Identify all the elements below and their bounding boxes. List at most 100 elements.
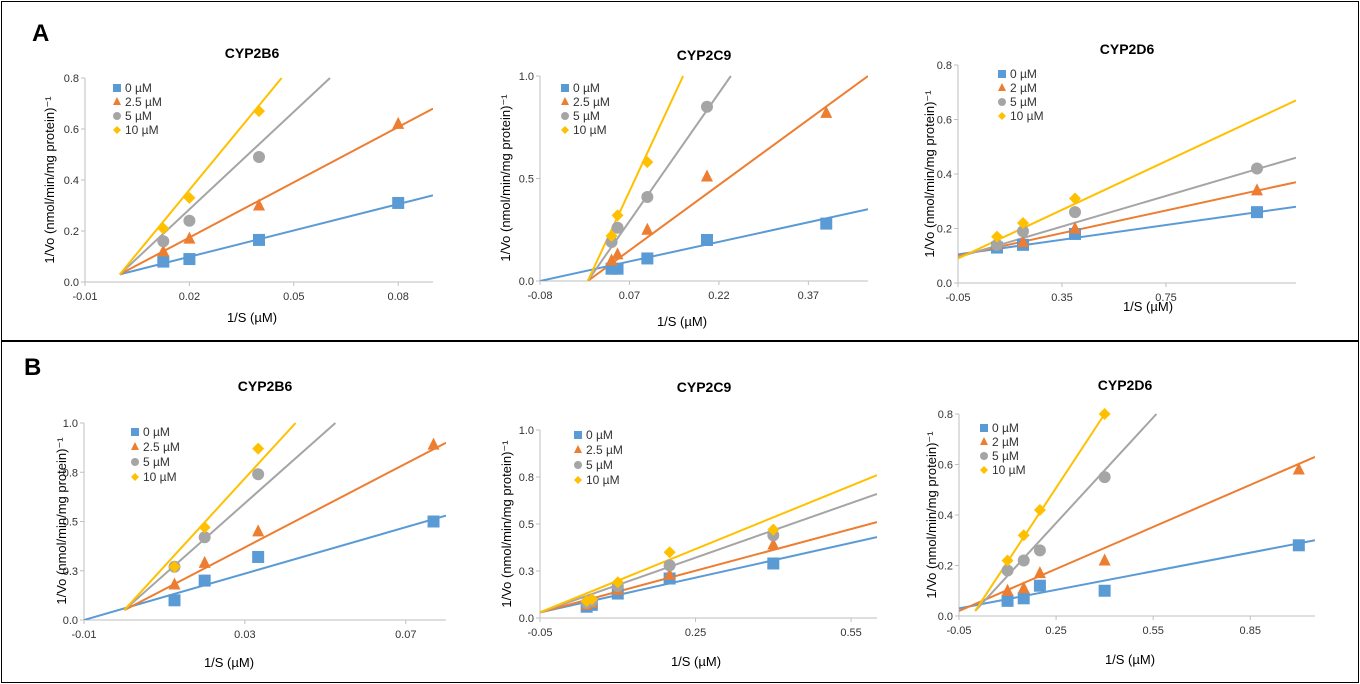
y-tick-label: 0.0 xyxy=(937,278,952,290)
legend-marker xyxy=(131,458,139,466)
series-points-2 xyxy=(157,151,265,248)
x-tick-label: 0.35 xyxy=(1051,292,1072,304)
legend-marker xyxy=(980,424,988,432)
legend-marker xyxy=(113,97,121,105)
y-tick-label: 0.4 xyxy=(938,510,953,522)
data-point xyxy=(1033,544,1046,557)
legend-marker xyxy=(561,97,569,105)
trend-line xyxy=(958,181,1296,257)
x-tick-label: -0.05 xyxy=(527,627,552,639)
y-tick-label: 0.4 xyxy=(64,175,79,187)
data-point xyxy=(663,567,676,580)
data-point xyxy=(1017,217,1029,230)
data-point xyxy=(611,576,624,589)
legend-marker xyxy=(574,476,582,484)
series-2 xyxy=(123,422,337,611)
x-axis-label: 1/S (µM) xyxy=(1105,652,1155,667)
data-point xyxy=(605,236,618,249)
trend-line xyxy=(540,474,877,614)
y-tick-label: 0.4 xyxy=(937,169,952,181)
y-axis-label: 1/Vo (nmol/min/mg protein)⁻¹ xyxy=(924,431,939,599)
data-point xyxy=(1069,206,1081,219)
legend-label: 10 µM xyxy=(143,470,177,484)
legend-label: 5 µM xyxy=(573,109,600,123)
series-2 xyxy=(540,492,877,614)
x-tick-label: -0.05 xyxy=(945,292,970,304)
data-point xyxy=(392,116,405,129)
trend-line xyxy=(123,422,337,611)
trend-line xyxy=(123,441,446,612)
data-point xyxy=(641,252,654,265)
legend-marker xyxy=(980,466,988,474)
data-point xyxy=(767,523,780,536)
x-tick-label: -0.01 xyxy=(72,291,97,303)
series-points-3 xyxy=(991,192,1081,243)
x-tick-label: 0.25 xyxy=(685,627,706,639)
chart-1: -0.08 0.07 0.22 0.37 0.0 0.5 1.0 CYP2C9 1/S (µM)… xyxy=(498,47,868,329)
data-point xyxy=(663,559,676,572)
data-point xyxy=(767,557,780,570)
panel-b-label: B xyxy=(24,354,42,381)
data-point xyxy=(1292,539,1305,552)
legend-label: 0 µM xyxy=(992,421,1019,435)
chart-3: -0.01 0.03 0.07 0.0 0.3 0.5 0.8 1.0 CYP2B6 1/S (µ… xyxy=(54,378,446,670)
data-point xyxy=(168,577,181,590)
legend-label: 5 µM xyxy=(125,109,152,123)
data-point xyxy=(1001,564,1014,577)
legend-marker xyxy=(113,112,121,120)
x-tick-label: -0.01 xyxy=(71,629,96,641)
data-point xyxy=(253,151,265,164)
legend-marker xyxy=(998,112,1006,120)
y-tick-label: 0.8 xyxy=(63,467,78,479)
data-point xyxy=(252,524,265,537)
legend-label: 2.5 µM xyxy=(143,440,180,454)
y-tick-label: 1.0 xyxy=(519,425,534,437)
data-point xyxy=(198,555,211,568)
x-tick-label: 0.03 xyxy=(234,629,255,641)
trend-line xyxy=(586,75,685,281)
series-points-1 xyxy=(1001,462,1305,596)
series-points-3 xyxy=(168,442,265,573)
x-tick-label: 0.22 xyxy=(708,290,729,302)
series-points-1 xyxy=(157,116,405,257)
data-point xyxy=(252,442,265,455)
data-point xyxy=(700,234,713,246)
series-points-3 xyxy=(580,523,780,608)
data-point xyxy=(605,229,618,242)
series-points-0 xyxy=(1001,539,1305,607)
x-tick-label: 0.55 xyxy=(1142,625,1163,637)
data-point xyxy=(1033,503,1046,516)
data-point xyxy=(157,244,170,257)
legend-label: 0 µM xyxy=(586,428,613,442)
panel-a-label: A xyxy=(32,20,50,47)
trend-line xyxy=(540,492,877,614)
chart-title: CYP2D6 xyxy=(1098,377,1153,393)
data-point xyxy=(663,546,676,559)
series-1 xyxy=(123,441,446,612)
legend-label: 2.5 µM xyxy=(125,95,162,109)
series-points-2 xyxy=(1001,471,1111,577)
trend-line xyxy=(974,413,1158,612)
y-tick-label: 0.0 xyxy=(519,613,534,625)
panel-a-frame xyxy=(1,1,1359,341)
y-tick-label: 0.2 xyxy=(64,226,79,238)
chart-2: -0.05 0.35 0.75 0.0 0.2 0.4 0.6 0.8 CYP2D6 1/S (µ… xyxy=(922,41,1296,314)
series-1 xyxy=(587,75,868,281)
data-point xyxy=(611,209,624,222)
legend-marker xyxy=(574,461,582,469)
series-1 xyxy=(119,107,433,276)
x-tick-label: -0.05 xyxy=(946,625,971,637)
legend-label: 10 µM xyxy=(586,473,620,487)
data-point xyxy=(253,198,265,211)
trend-line xyxy=(958,156,1296,259)
x-tick-label: 0.85 xyxy=(1240,625,1261,637)
y-tick-label: 0.0 xyxy=(938,611,953,623)
data-point xyxy=(1017,529,1030,542)
y-axis-label: 1/Vo (nmol/min/mg protein)⁻¹ xyxy=(922,90,937,258)
y-tick-label: 1.0 xyxy=(519,71,534,83)
x-tick-label: 0.75 xyxy=(1155,292,1176,304)
legend-label: 10 µM xyxy=(1010,109,1044,123)
data-point xyxy=(820,217,833,230)
